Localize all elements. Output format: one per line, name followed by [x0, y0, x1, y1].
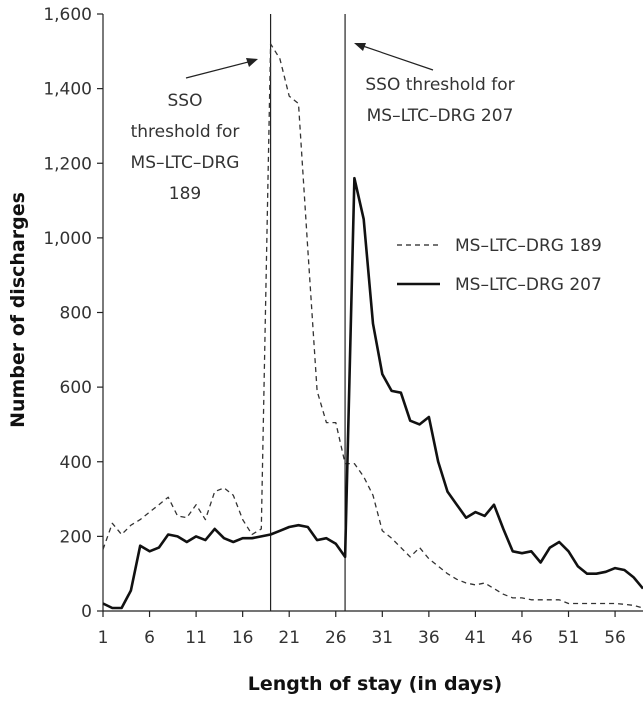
annotation-189-arrowhead [246, 58, 258, 67]
annotation-threshold-207: SSO threshold for MS–LTC–DRG 207 [354, 43, 515, 126]
annotation-207-arrowhead [354, 43, 366, 51]
y-tick-label: 1,000 [43, 229, 92, 249]
annotation-threshold-189: SSO threshold for MS–LTC–DRG 189 [131, 58, 258, 204]
x-tick-label: 11 [185, 628, 207, 648]
y-axis: 0 200 400 600 800 1,000 1,200 1,400 1,600 [43, 5, 104, 622]
y-axis-title: Number of discharges [7, 192, 29, 428]
x-tick-label: 6 [144, 628, 155, 648]
series-line-drg-189 [102, 43, 643, 609]
y-tick-label: 200 [60, 527, 92, 547]
annotation-189-line-2: threshold for [131, 122, 240, 142]
y-tick-label: 1,400 [43, 80, 92, 100]
legend: MS–LTC–DRG 189 MS–LTC–DRG 207 [397, 236, 602, 295]
annotation-207-arrow [356, 43, 434, 71]
y-tick-label: 400 [60, 453, 92, 473]
y-tick-label: 600 [60, 378, 92, 398]
x-tick-label: 21 [278, 628, 300, 648]
x-tick-label: 26 [325, 628, 347, 648]
y-tick-label: 1,200 [43, 154, 92, 174]
x-axis: 1 6 11 16 21 26 31 36 41 46 51 56 [98, 610, 643, 648]
x-tick-label: 16 [232, 628, 254, 648]
annotation-207-line-2: MS–LTC–DRG 207 [367, 106, 514, 126]
y-tick-label: 1,600 [43, 5, 92, 25]
annotation-189-line-1: SSO [168, 91, 203, 111]
x-tick-label: 51 [558, 628, 580, 648]
x-axis-title: Length of stay (in days) [248, 673, 502, 695]
legend-label-189: MS–LTC–DRG 189 [455, 236, 602, 256]
annotation-189-arrow [185, 59, 257, 79]
annotation-189-line-4: 189 [169, 184, 201, 204]
series-line-drg-207 [102, 176, 643, 610]
x-tick-label: 1 [98, 628, 109, 648]
annotation-189-line-3: MS–LTC–DRG [131, 153, 240, 173]
x-tick-label: 46 [511, 628, 533, 648]
x-tick-label: 36 [418, 628, 440, 648]
legend-label-207: MS–LTC–DRG 207 [455, 275, 602, 295]
y-tick-label: 800 [60, 304, 92, 324]
x-tick-label: 56 [604, 628, 626, 648]
x-tick-label: 41 [465, 628, 487, 648]
annotation-207-line-1: SSO threshold for [365, 75, 514, 95]
y-tick-label: 0 [81, 602, 92, 622]
x-tick-label: 31 [371, 628, 393, 648]
